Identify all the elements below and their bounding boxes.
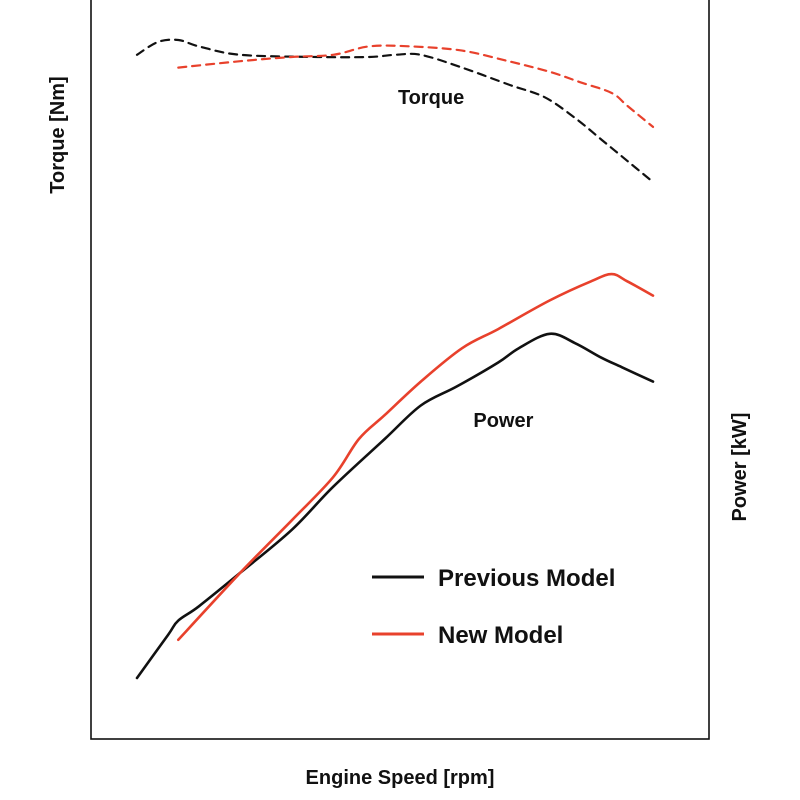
y-axis-label-right: Power [kW] (729, 413, 751, 522)
legend-label-new-model: New Model (438, 622, 563, 649)
series-line-torque-previous-model (135, 38, 655, 184)
series-line-torque-new-model (177, 44, 655, 128)
y-axis-label-left: Torque [Nm] (47, 76, 69, 193)
series-line-power-new-model (177, 272, 655, 642)
annotation-power: Power (473, 410, 533, 432)
series-layer (135, 38, 655, 680)
legend: Previous Model New Model (372, 565, 615, 649)
x-axis-label: Engine Speed [rpm] (306, 767, 495, 789)
legend-label-previous-model: Previous Model (438, 565, 615, 592)
annotation-torque: Torque (398, 87, 464, 109)
plot-frame (90, 0, 710, 740)
series-line-power-previous-model (135, 332, 655, 680)
